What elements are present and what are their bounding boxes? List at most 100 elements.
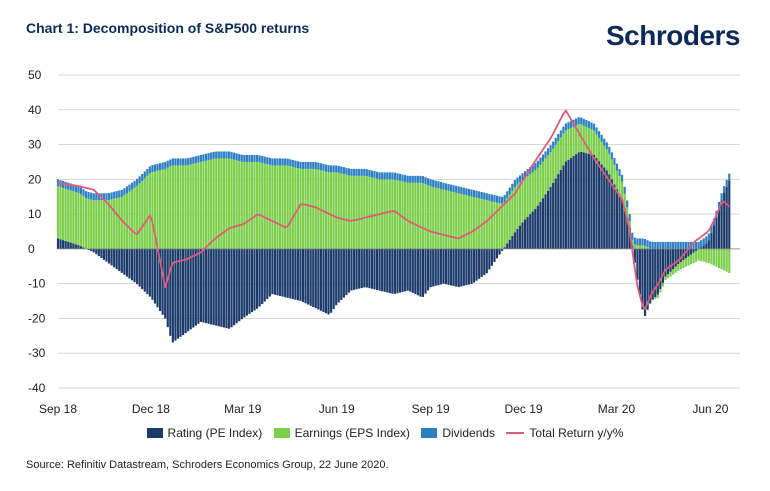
bar-dividends bbox=[258, 155, 261, 163]
bar-rating bbox=[416, 248, 419, 296]
bar-rating bbox=[651, 248, 654, 300]
legend-label-dividends: Dividends bbox=[442, 425, 496, 440]
bar-rating bbox=[125, 248, 128, 277]
bar-dividends bbox=[383, 172, 386, 180]
legend-label-total-return: Total Return y/y% bbox=[529, 425, 624, 440]
bar-dividends bbox=[210, 152, 213, 160]
bar-rating bbox=[677, 248, 680, 265]
bar-rating bbox=[143, 248, 146, 292]
bar-dividends bbox=[620, 174, 624, 182]
bar-rating bbox=[276, 248, 279, 296]
bar-earnings bbox=[370, 177, 374, 249]
bar-dividends bbox=[113, 191, 116, 199]
bar-rating bbox=[409, 248, 412, 292]
bar-rating bbox=[138, 248, 141, 287]
bar-rating bbox=[620, 199, 624, 249]
bar-rating bbox=[414, 248, 417, 295]
bar-rating bbox=[243, 248, 246, 318]
bar-dividends bbox=[603, 138, 606, 146]
bar-rating bbox=[707, 240, 710, 249]
y-tick-label: 50 bbox=[28, 68, 42, 82]
bar-earnings bbox=[174, 165, 177, 249]
bar-earnings bbox=[687, 256, 690, 266]
bar-earnings bbox=[646, 247, 649, 249]
y-tick-label: 10 bbox=[28, 207, 42, 221]
bar-earnings bbox=[554, 144, 557, 179]
bar-rating bbox=[564, 161, 568, 249]
bar-rating bbox=[222, 248, 225, 328]
bar-dividends bbox=[554, 137, 557, 145]
bar-rating bbox=[401, 248, 404, 292]
bar-rating bbox=[600, 164, 603, 249]
bar-dividends bbox=[633, 237, 636, 245]
bar-earnings bbox=[432, 186, 435, 249]
bar-dividends bbox=[95, 193, 98, 201]
bar-dividends bbox=[661, 241, 665, 249]
bar-earnings bbox=[184, 165, 187, 249]
bar-dividends bbox=[705, 236, 708, 244]
bar-dividends bbox=[513, 180, 516, 188]
bar-earnings bbox=[396, 180, 399, 249]
bar-rating bbox=[623, 208, 626, 249]
bar-dividends bbox=[243, 154, 246, 162]
bar-rating bbox=[580, 151, 583, 249]
x-axis: Sep 18 Dec 18 Mar 19 Jun 19 Sep 19 Dec 19 Mar … bbox=[39, 402, 729, 416]
bar-earnings bbox=[695, 250, 698, 262]
bar-dividends bbox=[194, 156, 197, 164]
x-tick-label: Mar 19 bbox=[224, 402, 262, 416]
bar-rating bbox=[449, 248, 453, 286]
bar-earnings bbox=[250, 161, 254, 249]
bar-rating bbox=[393, 248, 397, 294]
bar-rating bbox=[345, 248, 348, 296]
bar-earnings bbox=[194, 163, 197, 249]
bar-earnings bbox=[202, 161, 205, 249]
bar-rating bbox=[536, 205, 539, 249]
bar-dividends bbox=[590, 122, 593, 130]
bar-earnings bbox=[562, 133, 565, 166]
bar-dividends bbox=[700, 240, 703, 248]
bar-earnings bbox=[256, 161, 259, 249]
bar-rating bbox=[598, 161, 601, 249]
bar-earnings bbox=[179, 165, 182, 249]
bar-dividends bbox=[723, 186, 726, 193]
bar-dividends bbox=[217, 151, 220, 159]
bar-earnings bbox=[513, 187, 516, 233]
x-tick-label: Sep 18 bbox=[39, 402, 77, 416]
bar-earnings bbox=[128, 191, 131, 249]
bar-earnings bbox=[503, 201, 506, 248]
chart-title: Chart 1: Decomposition of S&P500 returns bbox=[26, 20, 310, 36]
bar-earnings bbox=[434, 187, 437, 249]
y-axis: 50 40 30 20 10 0 -10 -20 -30 -40 bbox=[28, 68, 46, 395]
bar-dividends bbox=[518, 175, 522, 183]
bar-rating bbox=[605, 170, 608, 249]
bar-dividends bbox=[398, 173, 402, 181]
bar-dividends bbox=[268, 157, 271, 165]
bar-rating bbox=[590, 154, 593, 249]
bar-earnings bbox=[125, 193, 128, 249]
bar-rating bbox=[613, 184, 616, 249]
bar-earnings bbox=[638, 245, 642, 249]
bar-dividends bbox=[659, 241, 662, 249]
bar-dividends bbox=[490, 194, 493, 202]
bar-dividends bbox=[118, 190, 121, 198]
bar-rating bbox=[490, 248, 493, 266]
bar-rating bbox=[133, 248, 136, 283]
bar-earnings bbox=[286, 165, 289, 249]
bar-dividends bbox=[656, 241, 659, 249]
bar-earnings bbox=[623, 193, 626, 209]
bar-rating bbox=[176, 248, 180, 339]
bar-rating bbox=[82, 247, 85, 249]
bar-dividends bbox=[649, 241, 652, 249]
bar-rating bbox=[582, 152, 585, 249]
bar-rating bbox=[365, 248, 368, 288]
bar-dividends bbox=[187, 158, 190, 166]
bar-rating bbox=[184, 248, 187, 334]
bar-earnings bbox=[692, 252, 695, 264]
bar-dividends bbox=[664, 241, 667, 249]
bar-earnings bbox=[534, 170, 537, 209]
bar-earnings bbox=[92, 200, 95, 249]
bar-earnings bbox=[490, 201, 493, 249]
bar-rating bbox=[373, 248, 376, 290]
bar-earnings bbox=[508, 194, 511, 240]
chart-plot: 50 40 30 20 10 0 -10 -20 -30 -40 Sep 18 Dec 18 Mar … bbox=[28, 68, 740, 416]
